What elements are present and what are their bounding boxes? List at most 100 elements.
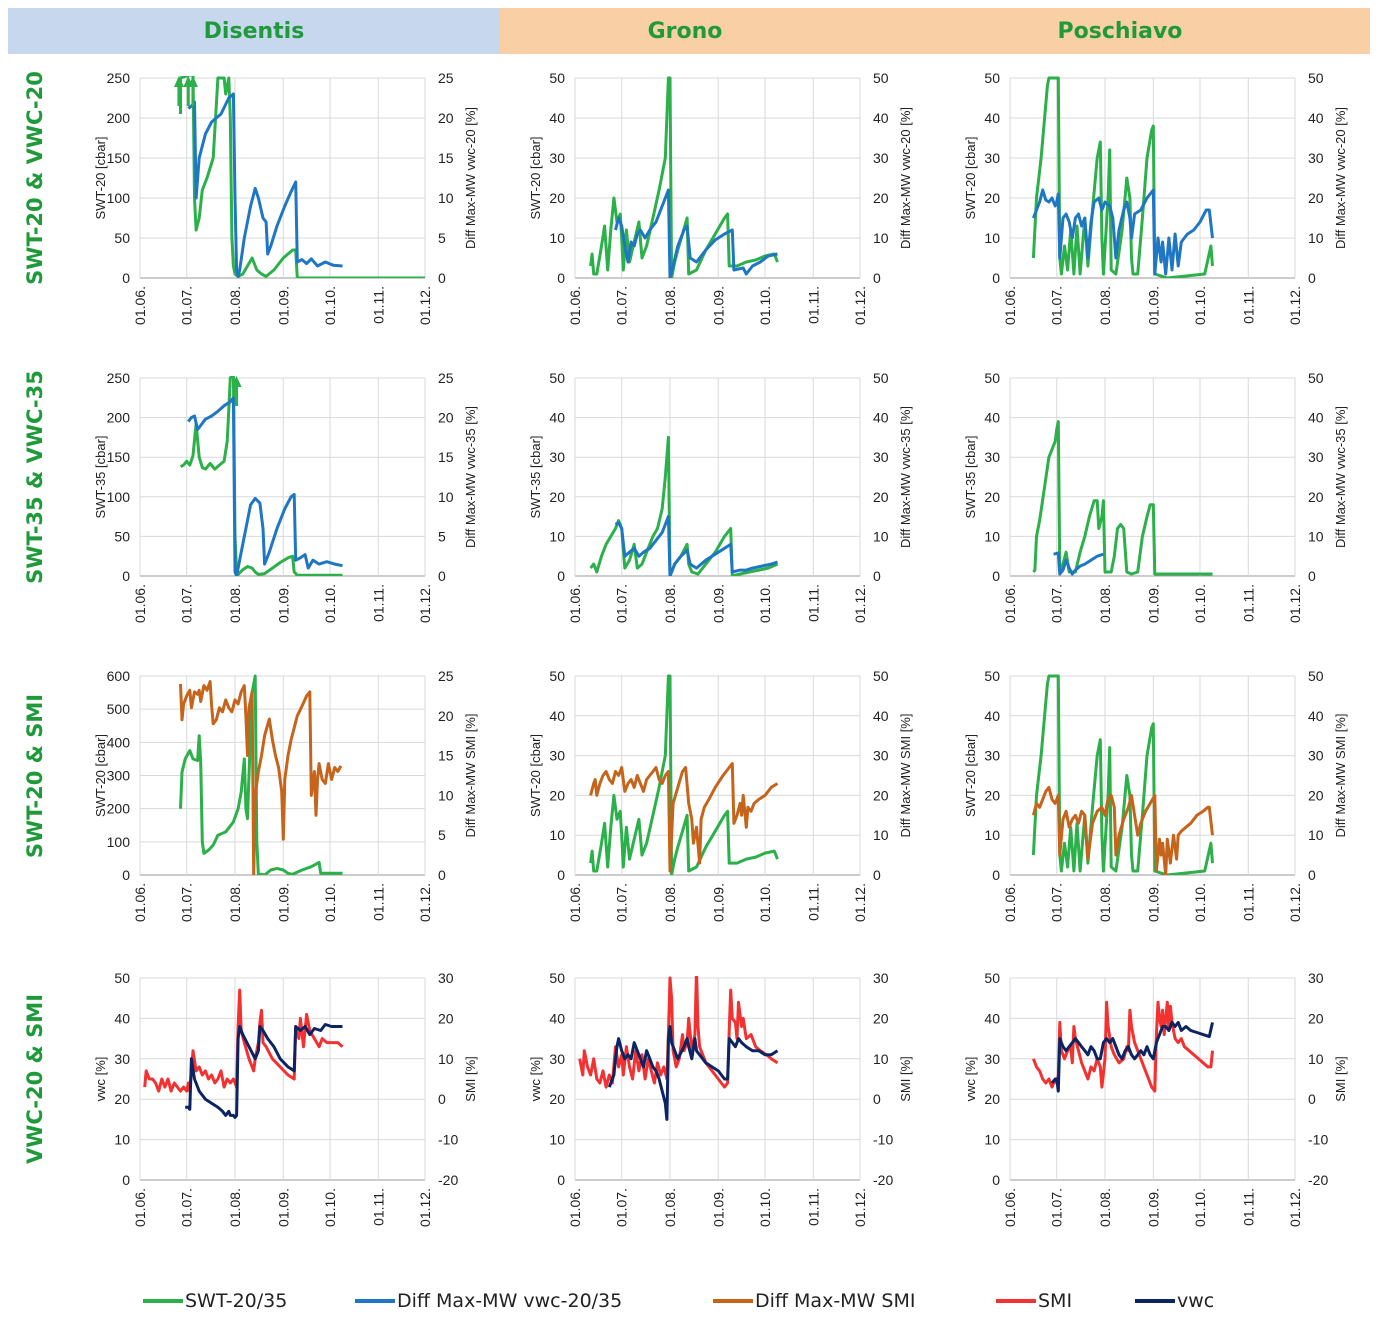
y-tick-label: 0 [122, 568, 130, 584]
series-line-2 [1031, 785, 1214, 875]
legend-swatch-swt [143, 1299, 183, 1303]
y-tick-label: 0 [557, 867, 565, 883]
x-tick-label: 01.11. [1240, 584, 1256, 622]
x-tick-label: 01.12. [1287, 286, 1303, 325]
y-axis-title: SWT-20 [cbar] [963, 734, 978, 817]
y2-tick-label: 15 [438, 449, 454, 465]
y-tick-label: 10 [984, 528, 1000, 544]
y-axis-title: SWT-20 [cbar] [963, 136, 978, 219]
x-tick-label: 01.10. [757, 584, 773, 623]
x-tick-label: 01.12. [417, 1188, 433, 1227]
chart-1-1: 0 50 100 150 200 250 0 5 10 15 20 25 01.06. 01.07. 01.… [93, 70, 478, 325]
y2-tick-label: 50 [873, 370, 889, 386]
x-tick-label: 01.11. [805, 584, 821, 622]
y2-tick-label: 20 [1308, 787, 1324, 803]
chart-1-2: 0 10 20 30 40 50 0 10 20 30 40 50 01.06. 01.07. 01.08.… [528, 70, 913, 325]
y2-tick-label: 0 [438, 1091, 446, 1107]
x-tick-label: 01.09. [1145, 883, 1161, 922]
y2-axis-title: Diff Max-MW vwc-35 [%] [1333, 406, 1348, 548]
y-axis-title: SWT-20 [cbar] [93, 734, 108, 817]
y-tick-label: 30 [984, 748, 1000, 764]
y-tick-label: 0 [992, 270, 1000, 286]
series-line-2 [614, 515, 778, 576]
y-tick-label: 30 [984, 449, 1000, 465]
y-tick-label: 0 [122, 867, 130, 883]
y2-axis-title: SMI [%] [1333, 1056, 1348, 1102]
y-tick-label: 10 [984, 230, 1000, 246]
y-tick-label: 20 [984, 1091, 1000, 1107]
legend-label-vwc: vwc [1177, 1290, 1215, 1312]
y2-tick-label: 0 [873, 568, 881, 584]
y-tick-label: 20 [114, 1091, 130, 1107]
x-tick-label: 01.07. [179, 883, 195, 922]
y2-tick-label: 40 [1308, 110, 1324, 126]
y2-tick-label: 25 [438, 70, 454, 86]
x-tick-label: 01.08. [662, 1188, 678, 1227]
y2-tick-label: 20 [438, 1010, 454, 1026]
y-tick-label: 100 [107, 834, 131, 850]
y-tick-label: 250 [107, 370, 131, 386]
y-tick-label: 30 [984, 1051, 1000, 1067]
y2-tick-label: 10 [1308, 230, 1324, 246]
x-tick-label: 01.08. [1097, 883, 1113, 922]
x-tick-label: 01.08. [1097, 584, 1113, 623]
x-tick-label: 01.06. [132, 1188, 148, 1227]
x-tick-label: 01.08. [662, 584, 678, 623]
y2-tick-label: 0 [1308, 867, 1316, 883]
y-axis-title: SWT-35 [cbar] [528, 435, 543, 518]
y-tick-label: 50 [549, 970, 565, 986]
legend-label-diff-vwc: Diff Max-MW vwc-20/35 [397, 1290, 623, 1312]
y2-tick-label: 10 [873, 1051, 889, 1067]
y-tick-label: 40 [114, 1010, 130, 1026]
x-tick-label: 01.07. [1049, 1188, 1065, 1227]
y2-tick-label: 20 [438, 410, 454, 426]
y-axis-title: SWT-20 [cbar] [93, 136, 108, 219]
y2-tick-label: 0 [1308, 270, 1316, 286]
chart-4-3: 0 10 20 30 40 50 -20 -10 0 10 20 30 01.06. 01.07. 01.0… [963, 970, 1348, 1227]
y2-tick-label: -20 [438, 1172, 458, 1188]
y-tick-label: 250 [107, 70, 131, 86]
y2-tick-label: 10 [438, 787, 454, 803]
y2-tick-label: 10 [438, 489, 454, 505]
y2-tick-label: 0 [1308, 568, 1316, 584]
y2-tick-label: 40 [873, 410, 889, 426]
series-line-1 [1032, 420, 1213, 576]
y-tick-label: 20 [549, 489, 565, 505]
y-tick-label: 0 [122, 270, 130, 286]
x-tick-label: 01.07. [614, 1188, 630, 1227]
y-tick-label: 40 [984, 110, 1000, 126]
y2-tick-label: 40 [1308, 708, 1324, 724]
y-tick-label: 100 [107, 190, 131, 206]
chart-3-3: 0 10 20 30 40 50 0 10 20 30 40 50 01.06. 01.07. 01.08.… [963, 668, 1348, 922]
y2-tick-label: 10 [438, 190, 454, 206]
y-tick-label: 50 [549, 668, 565, 684]
y-tick-label: 300 [107, 768, 131, 784]
x-tick-label: 01.10. [1192, 286, 1208, 325]
x-tick-label: 01.08. [227, 883, 243, 922]
x-tick-label: 01.11. [370, 286, 386, 324]
series-line-1 [589, 435, 779, 576]
x-tick-label: 01.11. [1240, 1188, 1256, 1226]
x-tick-label: 01.09. [275, 1188, 291, 1227]
y-axis-title: SWT-35 [cbar] [963, 435, 978, 518]
y-tick-label: 0 [557, 1172, 565, 1188]
x-tick-label: 01.12. [1287, 883, 1303, 922]
legend-item-swt: SWT-20/35 [143, 1290, 287, 1312]
y2-tick-label: 40 [873, 708, 889, 724]
x-tick-label: 01.07. [1049, 286, 1065, 325]
x-tick-label: 01.11. [1240, 286, 1256, 324]
x-tick-label: 01.07. [1049, 883, 1065, 922]
y2-axis-title: Diff Max-MW vwc-35 [%] [463, 406, 478, 548]
x-tick-label: 01.06. [1002, 584, 1018, 623]
x-tick-label: 01.09. [710, 883, 726, 922]
y2-tick-label: -10 [873, 1132, 893, 1148]
y2-tick-label: 30 [438, 970, 454, 986]
y2-tick-label: 10 [873, 528, 889, 544]
y2-tick-label: 15 [438, 150, 454, 166]
chart-3-1: 0 100 200 300 400 500 600 0 5 10 15 20 25 01.06. 01.07… [93, 668, 478, 922]
chart-3-2: 0 10 20 30 40 50 0 10 20 30 40 50 01.06. 01.07. 01.08.… [528, 668, 913, 922]
y-tick-label: 40 [984, 708, 1000, 724]
x-tick-label: 01.09. [1145, 286, 1161, 325]
y-axis-title: SWT-35 [cbar] [93, 435, 108, 518]
x-tick-label: 01.07. [179, 286, 195, 325]
